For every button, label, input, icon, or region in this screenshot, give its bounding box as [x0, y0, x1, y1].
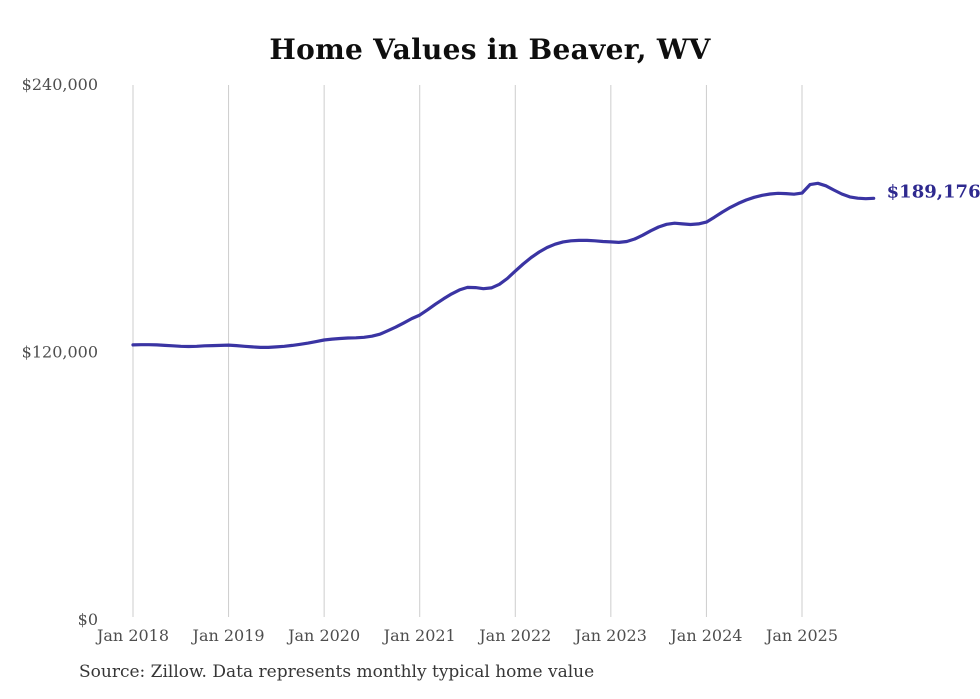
latest-value-label: $189,176 [887, 181, 980, 202]
home-value-line [131, 181, 876, 349]
x-axis-tick-label: Jan 2018 [95, 626, 169, 645]
x-axis-tick-label: Jan 2023 [573, 626, 647, 645]
y-axis-tick-label: $240,000 [22, 75, 98, 94]
y-axis-tick-label: $120,000 [22, 343, 98, 362]
x-axis-tick-label: Jan 2022 [477, 626, 551, 645]
x-axis-tick-label: Jan 2020 [286, 626, 360, 645]
source-note: Source: Zillow. Data represents monthly … [79, 662, 595, 682]
x-axis-tick-label: Jan 2025 [764, 626, 838, 645]
x-axis-tick-label: Jan 2019 [191, 626, 265, 645]
home-values-line-chart: Jan 2018 Jan 2019 Jan 2020 Jan 2021 Jan 2022… [22, 75, 980, 645]
chart-title: Home Values in Beaver, WV [269, 33, 711, 66]
y-axis-tick-label: $0 [78, 610, 98, 629]
x-axis-tick-label: Jan 2021 [382, 626, 456, 645]
x-axis-tick-label: Jan 2024 [668, 626, 742, 645]
